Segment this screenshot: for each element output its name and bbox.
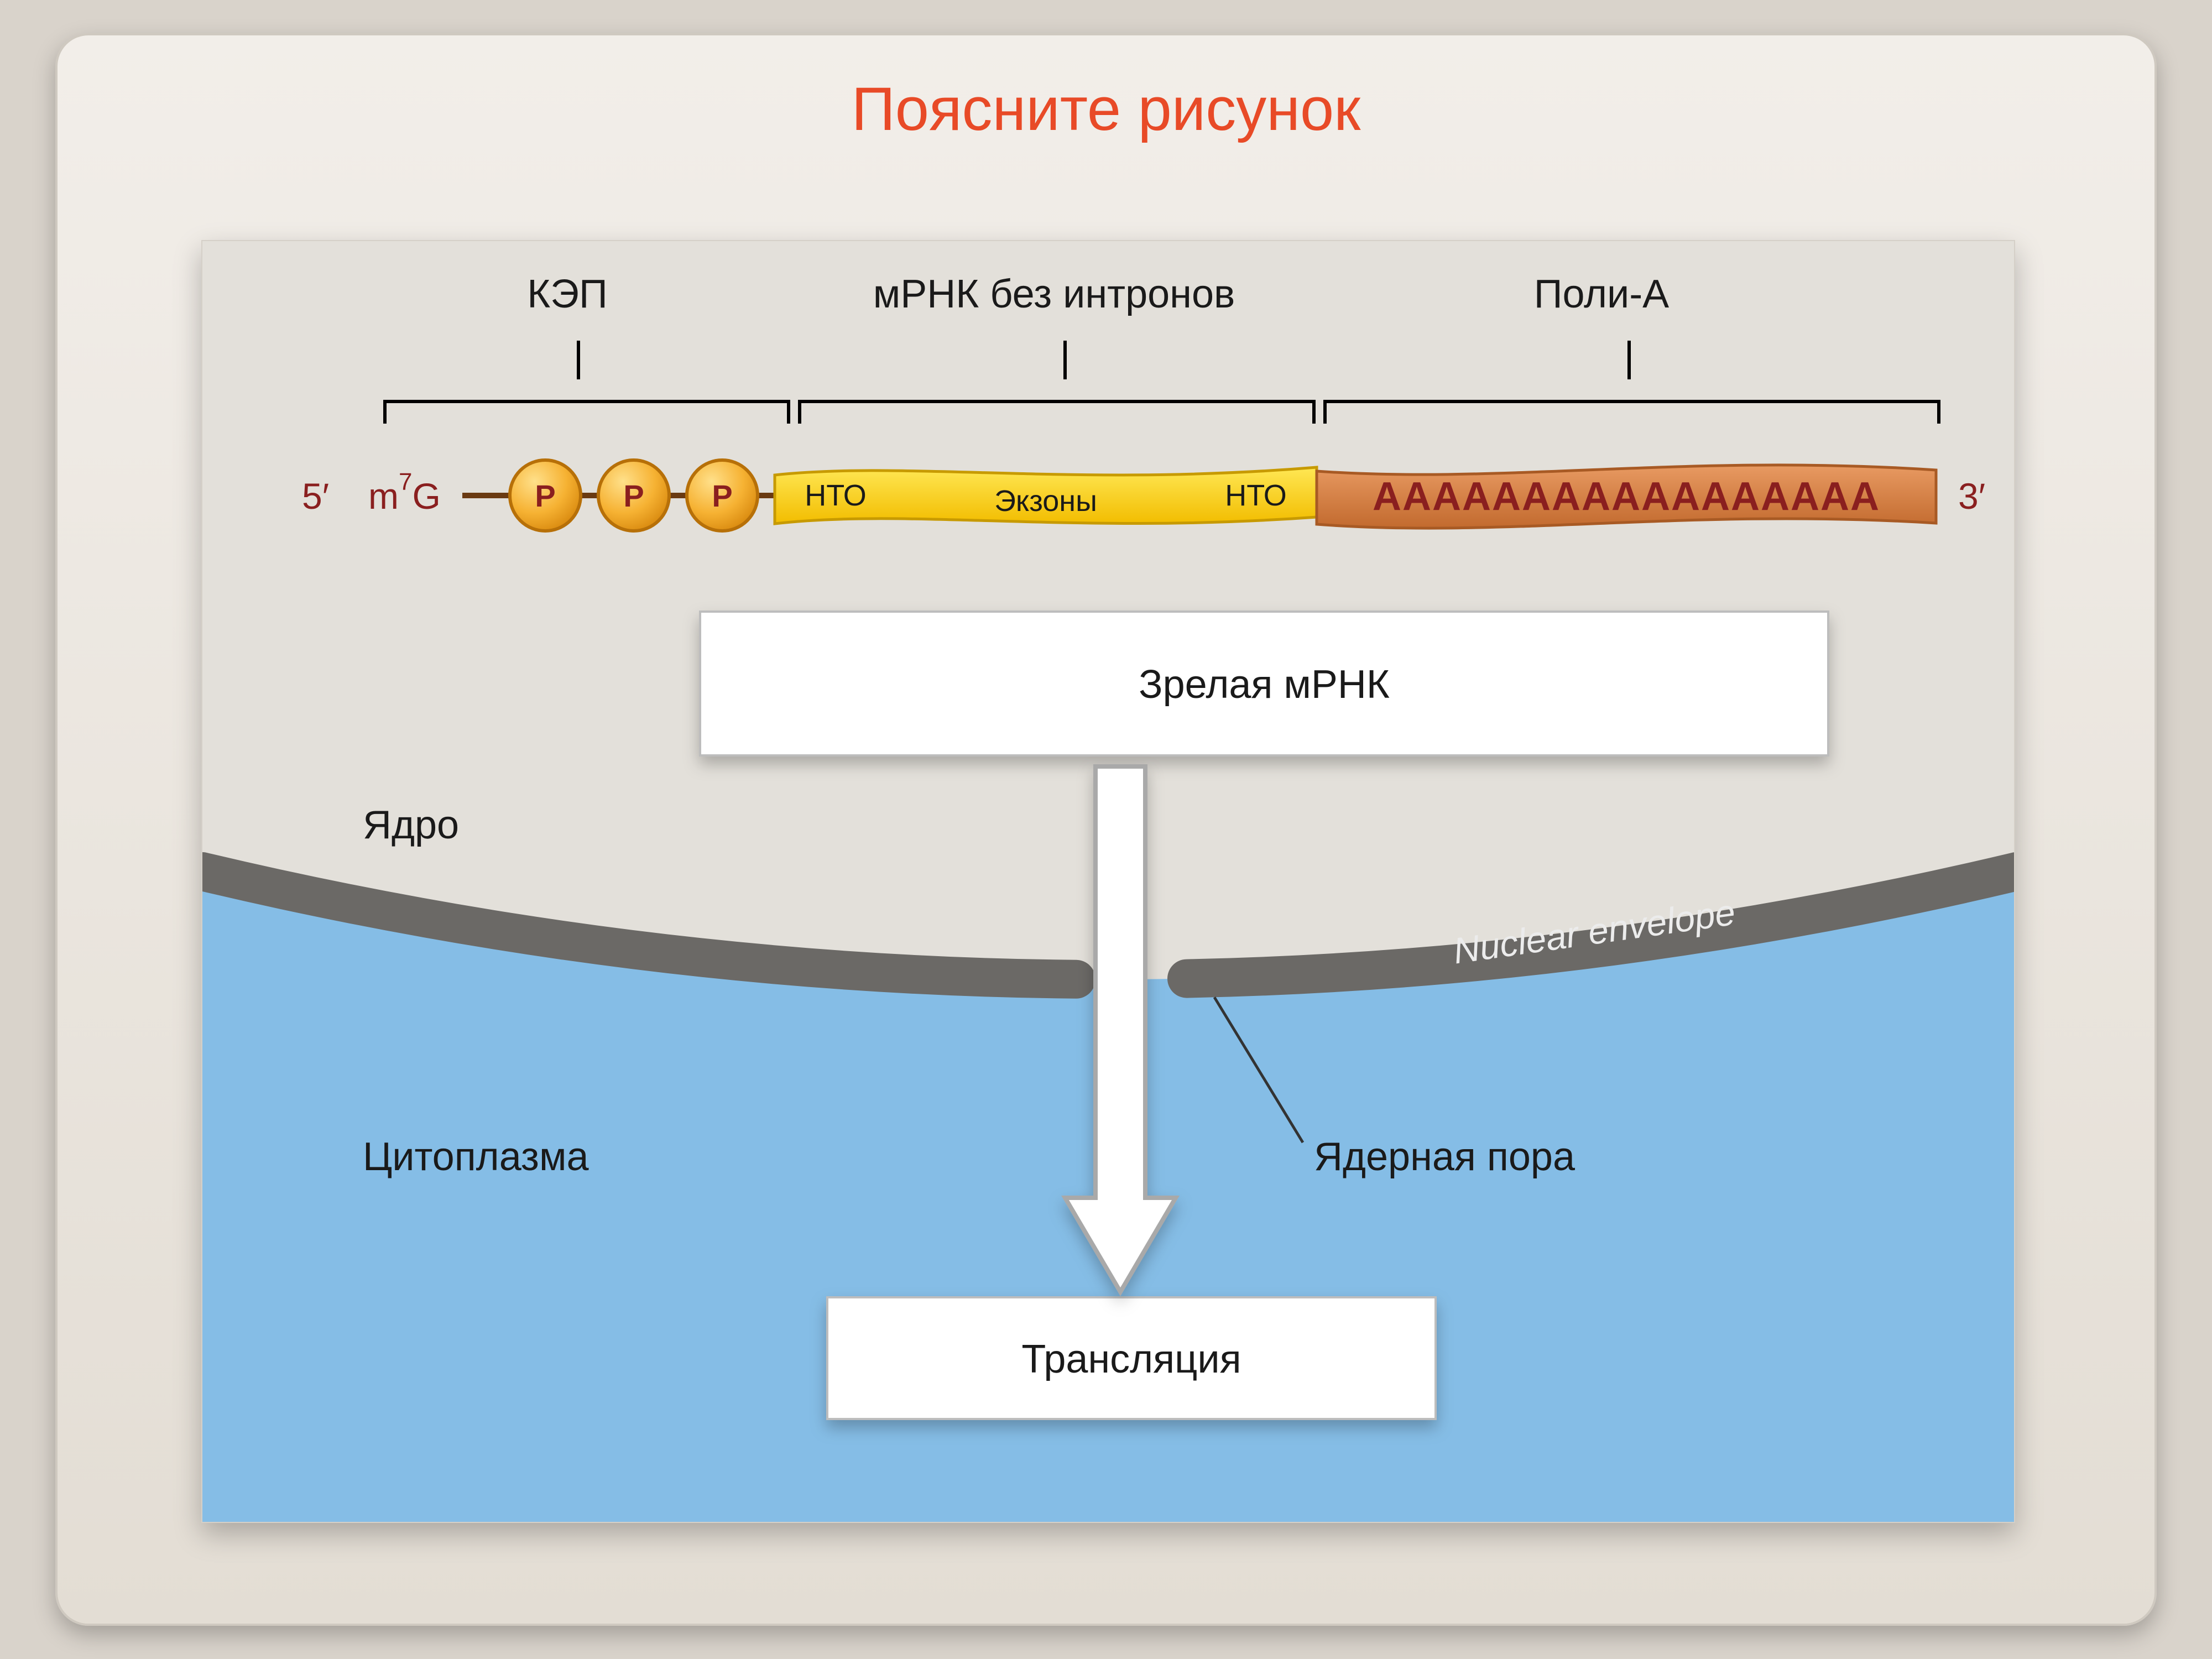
polya-text: AAAAAAAAAAAAAAAAA (1373, 474, 1880, 519)
slide-card: Поясните рисунок (55, 33, 2157, 1626)
diagram-figure: Nuclear envelopeКЭПмРНК без интроновПоли… (201, 240, 2015, 1523)
diagram-svg: Nuclear envelopeКЭПмРНК без интроновПоли… (202, 241, 2015, 1523)
nucleus-label: Ядро (363, 803, 459, 847)
bracket-label-cap: КЭП (527, 272, 607, 316)
nto-right: НТО (1225, 479, 1287, 512)
bracket-label-mrna: мРНК без интронов (873, 272, 1235, 316)
nto-left: НТО (805, 479, 867, 512)
mature-mrna-label: Зрелая мРНК (1139, 662, 1390, 707)
slide-title: Поясните рисунок (58, 74, 2154, 144)
nuclear-pore-label: Ядерная пора (1314, 1135, 1575, 1179)
cytoplasm-label: Цитоплазма (363, 1135, 589, 1179)
phosphate-label-1: P (623, 478, 644, 513)
phosphate-label-0: P (535, 478, 555, 513)
exons-label: Экзоны (994, 484, 1097, 518)
three-prime: 3′ (1958, 476, 1985, 517)
five-prime: 5′ (302, 476, 329, 517)
bracket-label-polyA: Поли-А (1534, 272, 1669, 316)
phosphate-label-2: P (712, 478, 732, 513)
translation-label: Трансляция (1021, 1337, 1241, 1381)
